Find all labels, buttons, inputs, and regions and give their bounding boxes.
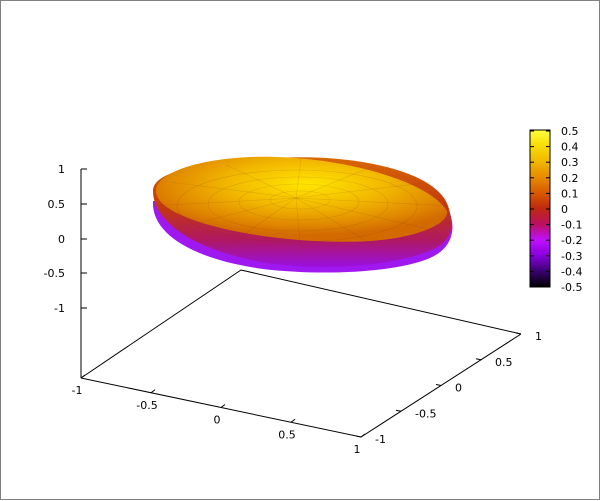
z-tick-label: 1: [58, 163, 65, 176]
colorbar-tick-label: 0.2: [561, 172, 579, 185]
z-tick-label: 0.5: [48, 198, 66, 211]
y-tick-label: -1: [375, 433, 386, 446]
surface-top-cap: [155, 156, 448, 242]
z-axis-ticks: 1 0.5 0 -0.5 -1: [44, 163, 87, 315]
surface-mesh-ring: [207, 176, 389, 232]
surface-mesh-spoke: [295, 181, 431, 199]
y-tick-label: 0: [455, 382, 462, 395]
colorbar-tick-label: -0.5: [561, 281, 582, 294]
surface-mesh-spoke: [150, 197, 297, 207]
surface-mesh-spoke: [171, 197, 297, 231]
colorbar-tick-label: -0.3: [561, 250, 582, 263]
x-tick-label: 0: [214, 414, 221, 427]
x-axis-ticks: -1 -0.5 0 0.5 1: [72, 374, 366, 456]
colorbar-tick-label: 0: [561, 203, 568, 216]
y-tick-mark: [515, 332, 522, 335]
colorbar-tick-label: 0.5: [561, 125, 579, 138]
y-tick-mark: [395, 409, 402, 412]
y-tick-mark: [355, 435, 362, 438]
x-tick-mark: [290, 418, 296, 423]
surface-mesh-spoke: [295, 164, 377, 199]
surface-mesh-ring: [176, 169, 418, 243]
z-tick-label: -1: [54, 302, 65, 315]
x-tick-label: 0.5: [278, 428, 296, 441]
y-tick-mark: [435, 384, 442, 386]
surface-mesh-spoke: [295, 197, 377, 248]
surface-mesh-spoke: [295, 197, 452, 207]
colorbar-tick-label: 0.3: [561, 156, 579, 169]
y-axis-ticks: -1 -0.5 0 0.5 1: [355, 330, 542, 446]
surface-mesh-spoke: [295, 197, 302, 254]
base-box-back: [80, 269, 522, 379]
colorbar-tick-label: -0.4: [561, 265, 582, 278]
y-tick-label: 0.5: [495, 356, 513, 369]
ellipsoid-surface: [150, 156, 453, 273]
colorbar-tick-label: -0.1: [561, 219, 582, 232]
y-tick-label: -0.5: [415, 407, 436, 420]
x-tick-mark: [80, 374, 86, 379]
x-tick-label: -0.5: [136, 399, 157, 412]
colorbar-tick-label: 0.1: [561, 187, 579, 200]
surface-mesh-ring: [238, 183, 360, 221]
surface-mesh-spoke: [295, 158, 302, 199]
x-tick-mark: [360, 433, 366, 438]
colorbar-ticks: 0.5 0.4 0.3 0.2 0.1 0 -0.1 -0.2 -0.3 -0.4 -0.5: [530, 125, 582, 294]
x-tick-label: -1: [72, 384, 83, 397]
x-tick-mark: [220, 404, 226, 408]
colorbar-tick-label: 0.4: [561, 141, 579, 154]
surface-mesh-spoke: [171, 181, 297, 199]
surface-mesh-spoke: [295, 197, 431, 231]
surface-mesh-spoke: [225, 164, 297, 199]
surface-mesh-spoke: [225, 197, 297, 248]
x-tick-label: 1: [354, 443, 361, 456]
colorbar: 0.5 0.4 0.3 0.2 0.1 0 -0.1 -0.2 -0.3 -0.4 -0.5: [529, 125, 582, 294]
z-tick-label: 0: [58, 233, 65, 246]
x-tick-mark: [150, 389, 156, 394]
surface-mesh-ring: [269, 190, 331, 210]
y-tick-label: 1: [535, 330, 542, 343]
colorbar-tick-label: -0.2: [561, 234, 582, 247]
z-tick-label: -0.5: [44, 267, 65, 280]
surface-facets: [150, 158, 452, 254]
y-tick-mark: [475, 358, 482, 361]
